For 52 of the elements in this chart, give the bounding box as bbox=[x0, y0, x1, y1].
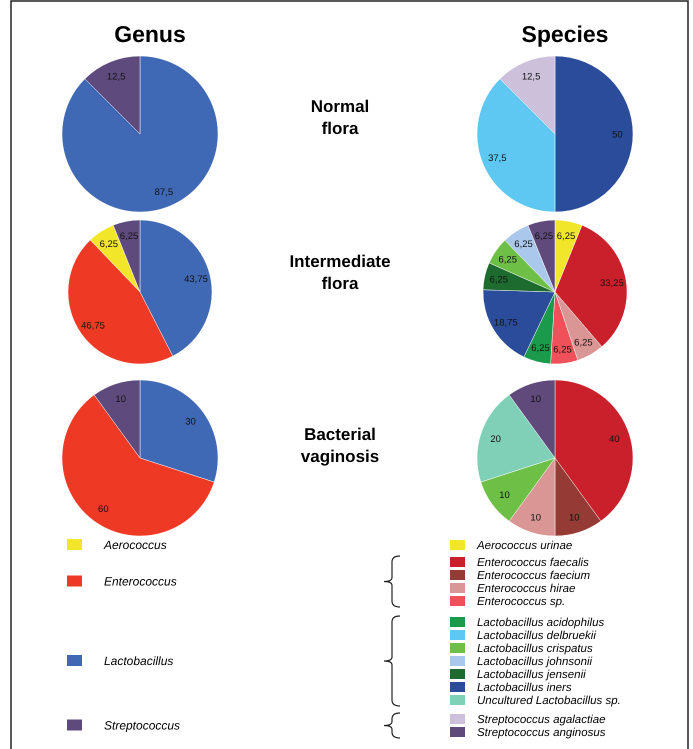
category-label: Lactobacillus crispatus bbox=[477, 643, 593, 655]
data-label: 6,25 bbox=[490, 274, 508, 286]
category-label: Enterococcus bbox=[104, 574, 177, 588]
data-label: 87,5 bbox=[154, 186, 174, 198]
category-label: Streptococcus agalactiae bbox=[477, 714, 606, 726]
data-label: 50 bbox=[612, 129, 623, 140]
data-label: 6,25 bbox=[100, 238, 118, 250]
data-label: 37,5 bbox=[488, 153, 507, 164]
data-label: 6,25 bbox=[531, 343, 550, 354]
data-label: 6,25 bbox=[556, 230, 576, 242]
category-label: Uncultured Lactobacillus sp. bbox=[477, 695, 621, 707]
category-label: Enterococcus faecium bbox=[477, 570, 591, 582]
category-label: Lactobacillus acidophilus bbox=[477, 617, 604, 629]
category-label: Streptococcus bbox=[104, 718, 180, 732]
text: Bacterial vaginosis bbox=[300, 425, 380, 466]
text: Normal flora bbox=[310, 97, 370, 138]
data-label: 10 bbox=[530, 512, 542, 524]
data-label: 10 bbox=[530, 394, 542, 405]
category-label: Lactobacillus jensenii bbox=[477, 669, 586, 681]
data-label: 6,25 bbox=[514, 239, 533, 250]
category-label: Enterococcus faecalis bbox=[477, 557, 590, 569]
data-label: 30 bbox=[185, 416, 196, 428]
data-label: 10 bbox=[499, 490, 510, 502]
text: Intermediate flora bbox=[289, 252, 391, 293]
chart-title: Genus bbox=[114, 21, 186, 47]
data-label: 43,75 bbox=[184, 274, 208, 285]
data-label: 6,25 bbox=[553, 344, 572, 356]
data-label: 60 bbox=[98, 504, 109, 515]
data-label: 10 bbox=[115, 394, 126, 405]
data-label: 6,25 bbox=[574, 337, 593, 348]
category-label: Lactobacillus delbruekii bbox=[477, 630, 596, 642]
category-label: Lactobacillus johnsonii bbox=[477, 656, 593, 668]
data-label: 40 bbox=[609, 434, 620, 446]
pie-slice bbox=[62, 56, 218, 212]
category-label: Streptococcus anginosus bbox=[477, 727, 606, 739]
data-label: 18,75 bbox=[494, 317, 518, 328]
category-label: Lactobacillus iners bbox=[477, 682, 572, 694]
data-label: 12,5 bbox=[106, 72, 126, 83]
category-label: Enterococcus hirae bbox=[477, 583, 576, 595]
category-label: Aerococcus urinae bbox=[476, 540, 572, 552]
data-label: 46,75 bbox=[81, 320, 105, 332]
data-label: 6,25 bbox=[534, 230, 554, 242]
data-label: 10 bbox=[568, 512, 580, 524]
data-label: 6,25 bbox=[498, 254, 517, 266]
category-label: Aerococcus bbox=[103, 538, 167, 552]
data-label: 6,25 bbox=[120, 230, 138, 242]
data-label: 12,5 bbox=[522, 72, 540, 83]
category-label: Lactobacillus bbox=[104, 654, 174, 668]
data-label: 20 bbox=[490, 434, 501, 446]
category-label: Enterococcus sp. bbox=[477, 596, 566, 608]
data-label: 33,25 bbox=[600, 278, 624, 290]
chart-title: Species bbox=[522, 21, 608, 47]
